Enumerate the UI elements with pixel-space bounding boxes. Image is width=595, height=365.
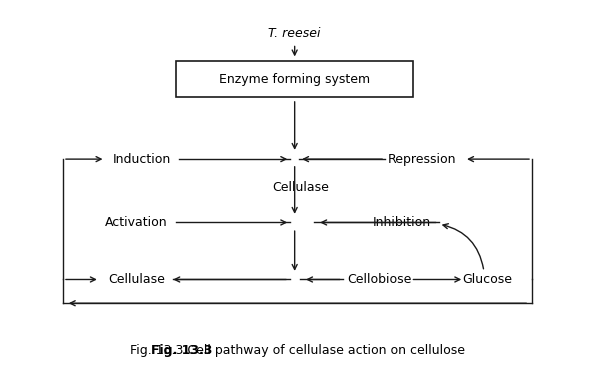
Text: Enzyme forming system: Enzyme forming system [219,73,370,86]
Text: Induction: Induction [113,153,171,166]
FancyBboxPatch shape [176,61,414,97]
Text: Cellulase: Cellulase [272,181,329,194]
Text: Fig. 13.3: Fig. 13.3 [151,344,212,357]
FancyArrowPatch shape [443,224,484,269]
Text: T. reesei: T. reesei [268,27,321,41]
Text: Activation: Activation [105,216,168,229]
Text: Inhibition: Inhibition [373,216,431,229]
Text: Cellulase: Cellulase [108,273,165,286]
Text: Repression: Repression [387,153,456,166]
Text: Fig. 13.3 Cell pathway of cellulase action on cellulose: Fig. 13.3 Cell pathway of cellulase acti… [130,344,465,357]
Text: Cellobiose: Cellobiose [347,273,412,286]
Text: Glucose: Glucose [462,273,512,286]
